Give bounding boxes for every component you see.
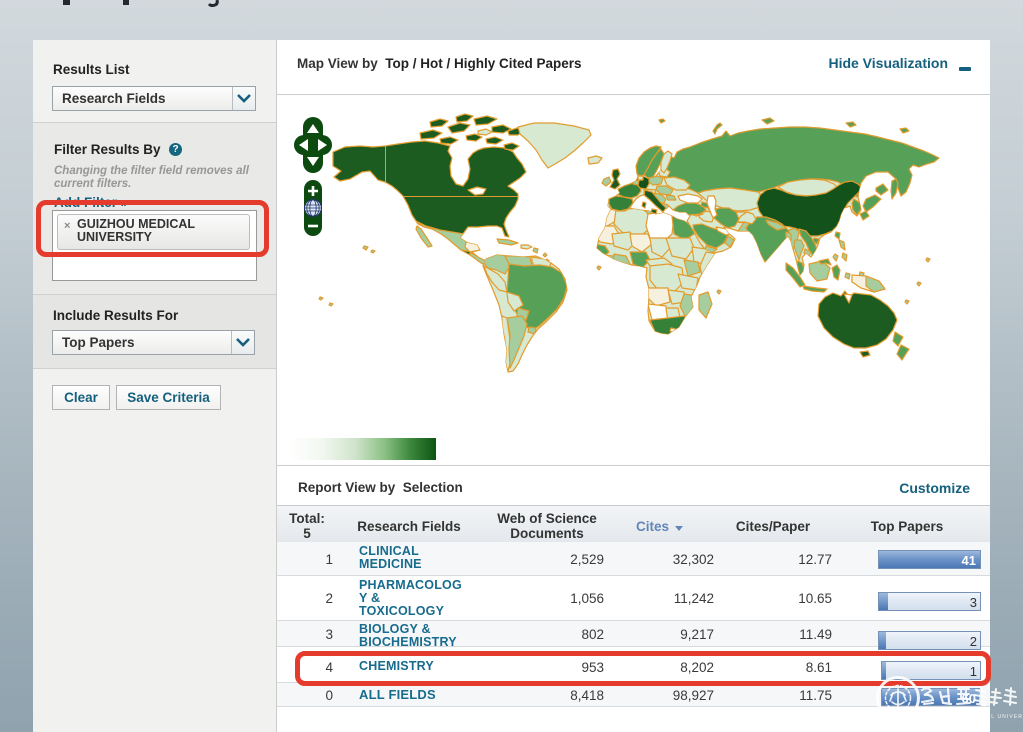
svg-text:GUIZHOU MEDICAL UNIVERSITY: GUIZHOU MEDICAL UNIVERSITY [932,714,1023,720]
